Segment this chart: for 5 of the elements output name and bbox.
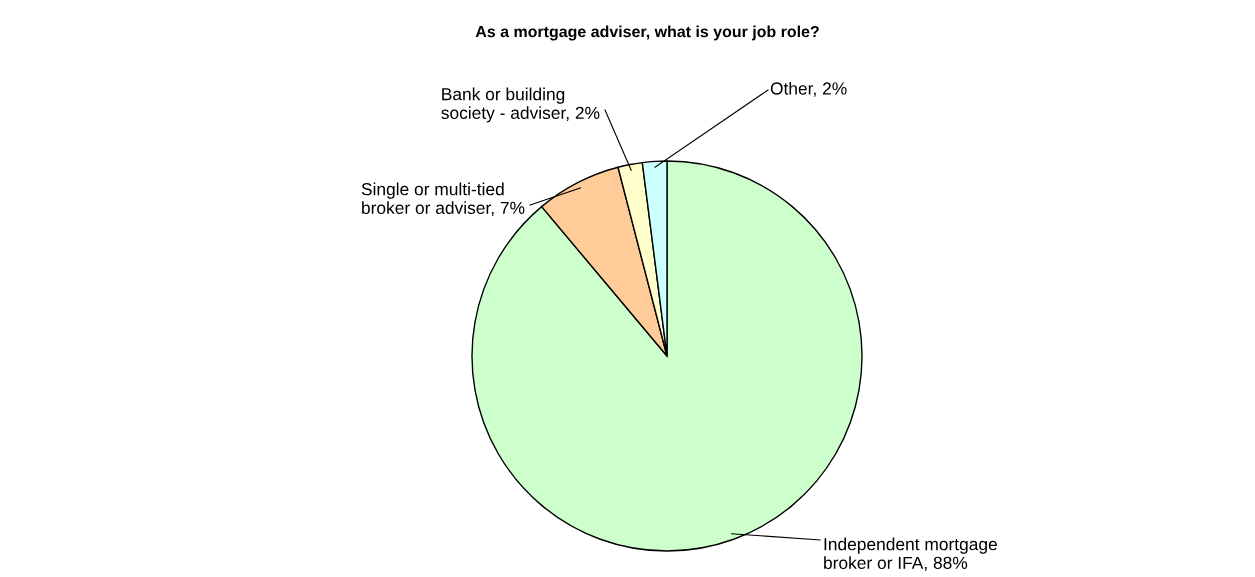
slice-label: Bank or building society - adviser, 2% xyxy=(441,87,600,123)
slice-label: Single or multi-tied broker or adviser, 7% xyxy=(361,182,525,217)
chart-title: As a mortgage adviser, what is your job role? xyxy=(475,25,819,41)
slice-label: Independent mortgage broker or IFA, 88% xyxy=(824,537,997,572)
slice-label: Other, 2% xyxy=(770,81,847,97)
